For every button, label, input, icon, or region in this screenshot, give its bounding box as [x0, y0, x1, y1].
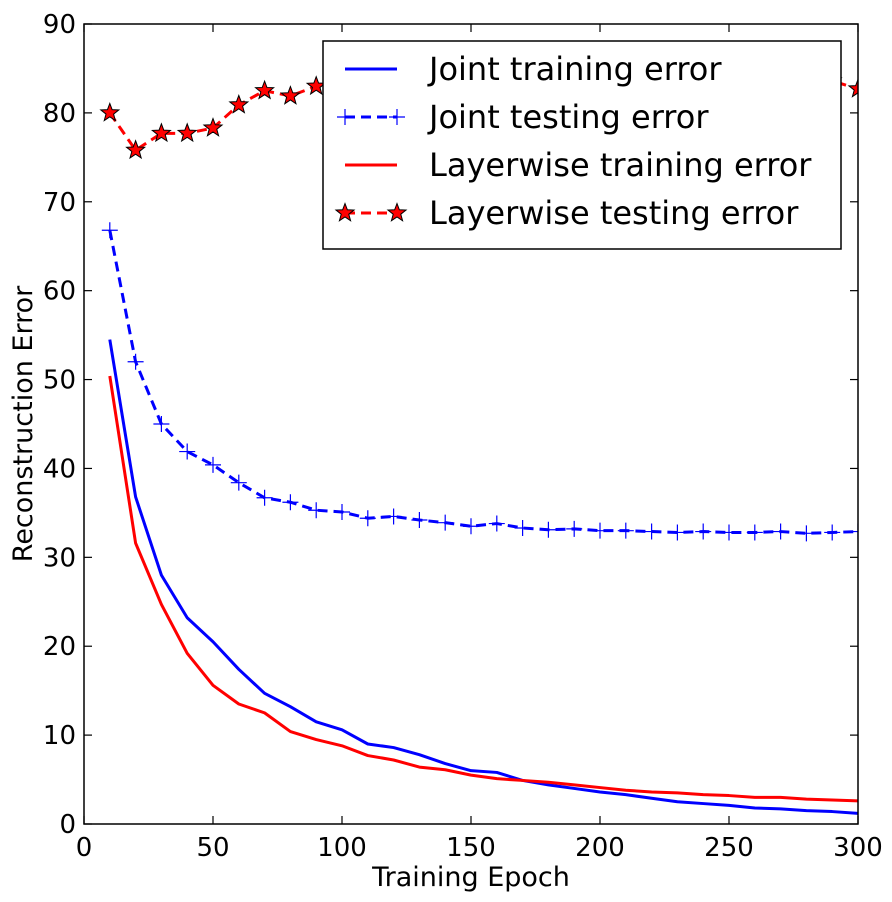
series-2-point	[488, 515, 505, 532]
series-2-point	[617, 522, 634, 539]
series-1	[108, 339, 858, 815]
series-2-point	[308, 502, 325, 519]
legend-swatch-marker	[337, 109, 353, 125]
legend-label: Layerwise training error	[429, 146, 812, 184]
series-4-point	[176, 122, 198, 143]
x-tick-label: 50	[196, 833, 229, 863]
y-tick-label: 70	[43, 188, 76, 218]
series-4-point	[280, 85, 301, 105]
series-4-point	[847, 77, 858, 98]
x-tick-label: 300	[833, 833, 883, 863]
y-tick-label: 40	[43, 454, 76, 484]
series-2-point	[798, 525, 815, 542]
series-2-point	[101, 222, 118, 239]
legend-label: Joint testing error	[427, 98, 709, 136]
series-2-point	[566, 520, 583, 537]
series-2-point	[850, 523, 858, 540]
series-2-point	[256, 489, 273, 506]
x-tick-label: 250	[704, 833, 754, 863]
series-4-point	[99, 101, 121, 122]
legend-swatch-marker	[334, 202, 356, 222]
legend-item-2: Joint testing error	[337, 98, 709, 136]
series-2	[101, 222, 858, 542]
series-2-point	[127, 353, 144, 370]
y-tick-label: 90	[43, 10, 76, 40]
series-3-line	[108, 375, 858, 803]
series-3	[108, 375, 858, 803]
series-2-point	[721, 524, 737, 541]
series-2-point	[540, 521, 557, 538]
series-2-point	[437, 514, 454, 531]
y-tick-label: 20	[43, 632, 76, 662]
legend-item-3: Layerwise training error	[345, 146, 812, 184]
series-2-point	[824, 524, 841, 541]
series-2-point	[282, 494, 299, 511]
series-2-point	[385, 508, 402, 525]
y-axis-label: Reconstruction Error	[8, 285, 39, 562]
series-2-point	[359, 510, 376, 527]
series-4-point	[151, 122, 172, 143]
legend-item-1: Joint training error	[345, 50, 722, 88]
series-2-point	[695, 523, 712, 540]
series-2-point	[153, 416, 170, 432]
series-2-point	[669, 524, 686, 541]
x-axis-label: Training Epoch	[371, 862, 570, 893]
x-tick-label: 100	[317, 833, 367, 863]
x-tick-label: 0	[76, 833, 93, 863]
series-2-point	[746, 524, 763, 541]
y-tick-label: 60	[43, 277, 76, 307]
series-4-point	[125, 139, 146, 160]
y-tick-label: 10	[43, 721, 76, 751]
series-2-point	[179, 443, 196, 460]
legend: Joint training error Joint testing error L…	[322, 40, 842, 250]
series-2-point	[230, 474, 247, 491]
legend-label: Layerwise testing error	[429, 194, 799, 232]
series-1-line	[108, 339, 858, 815]
legend-label: Joint training error	[427, 50, 722, 88]
legend-swatch-marker	[386, 202, 408, 222]
tick-layer: 0 50 100 150 200 250 300 0 10 20 30 40 50 60 70 80 90	[43, 10, 883, 863]
series-2-point	[205, 456, 221, 473]
legend-box	[322, 40, 842, 250]
legend-item-4: Layerwise testing error	[334, 194, 799, 232]
series-2-point	[411, 512, 428, 528]
series-2-point	[643, 523, 660, 540]
x-tick-label: 200	[575, 833, 625, 863]
y-tick-label: 0	[59, 810, 76, 840]
series-2-point	[592, 522, 608, 539]
x-tick-label: 150	[446, 833, 496, 863]
series-2-point	[514, 520, 531, 536]
y-tick-label: 50	[43, 366, 76, 396]
series-2-point	[334, 504, 350, 520]
series-2-point	[463, 518, 479, 535]
y-tick-label: 30	[43, 543, 76, 573]
series-4-point	[254, 79, 275, 100]
series-2-point	[772, 523, 789, 540]
y-tick-label: 80	[43, 99, 76, 129]
series-4-point	[228, 93, 250, 114]
legend-swatch-marker	[389, 109, 405, 125]
series-4-point	[202, 117, 224, 137]
